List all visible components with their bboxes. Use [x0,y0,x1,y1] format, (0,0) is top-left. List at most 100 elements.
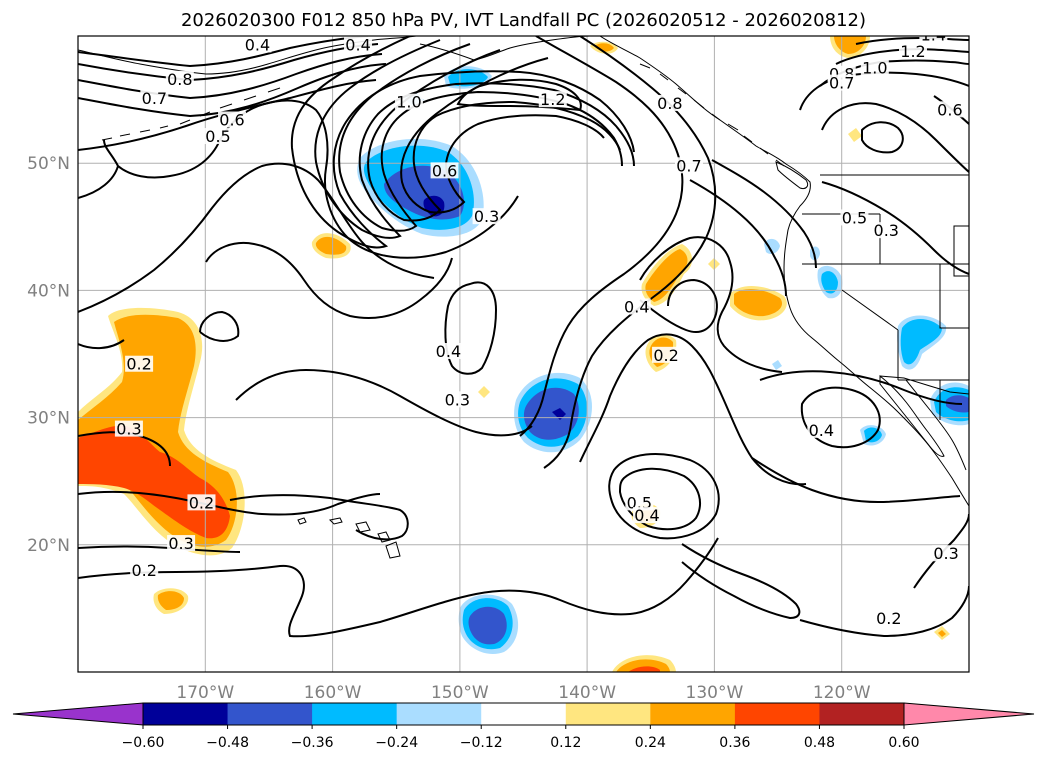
contour-label: 0.4 [634,506,659,525]
colorbar-segment [312,703,398,725]
contour-label: 0.6 [937,100,962,119]
lon-tick-label: 150°W [431,683,489,703]
contour-label-halo [827,74,856,91]
contour-label-halo [130,561,159,578]
contour-label-halo [434,343,463,359]
shade-neg-cyan-6 [900,319,942,365]
contour-ak-1 [78,36,369,68]
contour-label-halo [872,222,901,239]
contour-trough-7 [519,36,684,437]
lat-tick-label: 30°N [27,409,70,429]
colorbar-segment [481,703,567,725]
lat-tick-label: 40°N [27,281,70,301]
colorbar-tick-label: 0.48 [804,735,835,751]
shade-small-orange-1 [157,591,184,610]
contour-center-03 [235,368,533,437]
contour-label: 0.3 [168,534,193,553]
contour-label-halo [807,421,836,438]
contour-23n-04 [608,453,720,540]
contour-ur-closed [861,121,904,154]
contour-label: 1.0 [396,93,421,112]
contour-label: 0.2 [876,609,901,628]
shade-small-orange-5 [734,289,783,317]
contour-label: 0.7 [829,74,854,93]
lon-tick-label: 170°W [176,683,234,703]
coast-vancouver [775,161,809,189]
lon-tick-label: 130°W [686,683,744,703]
contour-label: 0.3 [116,420,141,439]
contour-label-halo [919,36,948,43]
shade-small-orange-2 [315,236,347,255]
contour-trough-3 [338,43,623,232]
lat-tick-label: 20°N [27,536,70,556]
contour-west-02 [78,162,435,313]
contour-label: 0.3 [474,207,499,226]
shade-neg-mid-3 [468,606,507,645]
contour-label-halo [874,610,903,627]
colorbar-tick-label: −0.12 [460,735,503,751]
latitude-tick-labels: 20°N 30°N 40°N 50°N [27,154,70,556]
colorbar: −0.60 −0.48 −0.36 −0.24 −0.12 0.12 0.24 0.36 0.4… [12,702,1035,751]
contour-ur-12 [835,48,969,65]
contour-coast-03b [821,181,969,275]
contour-label-halo [167,535,196,552]
shade-tiny-orange-12 [938,630,946,637]
colorbar-segment [227,703,313,725]
coast-panhandle [639,63,785,167]
colorbar-segment [143,703,229,725]
colorbar-tick-label: −0.48 [206,735,249,751]
contour-center-03c [229,494,409,541]
contour-label-halo [218,111,247,128]
contour-label-halo [860,59,889,76]
contour-west-02b [205,242,453,320]
contour-labels: 0.80.70.60.50.41.0 1.20.60.30.80.70.40.20… [114,35,964,628]
colorbar-segment [396,703,482,725]
contour-trough-5 [400,57,605,214]
contour-label: 0.5 [205,127,230,146]
contour-label-halo [625,494,654,511]
contour-label-halo [538,91,567,108]
contour-label: 0.3 [874,221,899,240]
colorbar-tick-label: 0.60 [888,735,919,751]
contour-label-halo [472,208,501,225]
lon-tick-label: 140°W [558,683,616,703]
coast-alaska [78,36,417,75]
contour-west-03 [78,99,519,259]
contour-label-halo [125,355,154,372]
coast-alaska-2 [419,36,591,61]
contour-label: 0.4 [624,297,649,316]
colorbar-tick-label: −0.60 [122,735,165,751]
contour-23n-05 [618,467,701,531]
contour-label-halo [344,36,373,53]
contour-east-05 [681,543,801,620]
border-us-mexico [879,375,969,395]
contour-label: 0.2 [653,346,678,365]
contour-ak-4 [78,63,387,118]
shade-small-orange-3 [645,249,688,302]
contour-ak-2 [78,43,379,82]
contour-label-halo [932,545,961,562]
contour-label-halo [204,128,233,145]
colorbar-extend-low [12,702,144,726]
contour-label-halo [935,101,964,118]
coast-hawaii [297,517,401,559]
contour-label-halo [898,42,927,59]
shade-tiny-yellow-11 [848,128,862,142]
contour-label: 1.2 [900,42,925,61]
contour-label-halo [674,157,703,174]
contour-label: 0.8 [657,94,682,113]
contour-label: 0.2 [131,561,156,580]
colorbar-extend-high [903,702,1035,726]
shade-neg-light-9 [764,238,780,254]
contour-label-halo [243,36,272,53]
lon-tick-label: 120°W [813,683,871,703]
colorbar-segment [565,703,651,725]
contour-se-03 [913,513,969,589]
contour-east-03c [751,457,961,504]
colorbar-tick-label: 0.12 [550,735,581,751]
contour-label-halo [394,93,423,110]
shade-tiny-yellow-13 [478,386,490,398]
map-frame [77,35,970,673]
contour-label: 0.4 [245,35,270,54]
contour-label: 0.4 [809,421,834,440]
